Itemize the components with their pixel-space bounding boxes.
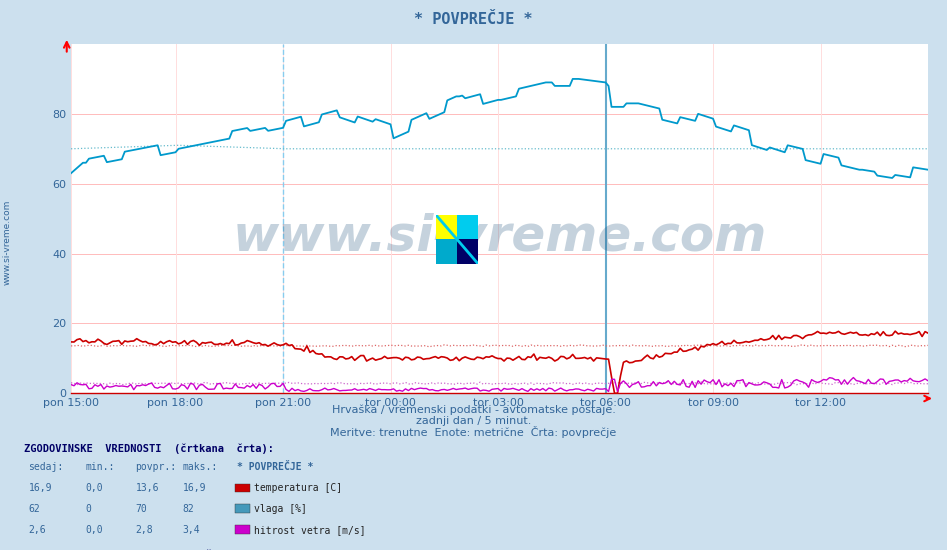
Text: 13,6: 13,6 xyxy=(135,483,159,493)
Text: hitrost vetra [m/s]: hitrost vetra [m/s] xyxy=(254,525,366,535)
Bar xyxy=(457,214,478,239)
Text: 16,9: 16,9 xyxy=(28,483,52,493)
Text: * POVPREČJE *: * POVPREČJE * xyxy=(414,12,533,27)
Text: maks.:: maks.: xyxy=(183,462,218,472)
Text: 16,9: 16,9 xyxy=(183,483,206,493)
Text: www.si-vreme.com: www.si-vreme.com xyxy=(3,199,12,285)
Text: 62: 62 xyxy=(28,504,40,514)
Text: 3,4: 3,4 xyxy=(183,525,201,535)
Bar xyxy=(457,239,478,264)
Text: vlaga [%]: vlaga [%] xyxy=(254,504,307,514)
Text: Meritve: trenutne  Enote: metrične  Črta: povprečje: Meritve: trenutne Enote: metrične Črta: … xyxy=(331,426,616,438)
Bar xyxy=(436,214,457,239)
Text: min.:: min.: xyxy=(85,462,115,472)
Bar xyxy=(436,239,457,264)
Text: 82: 82 xyxy=(183,504,194,514)
Text: ZGODOVINSKE  VREDNOSTI  (črtkana  črta):: ZGODOVINSKE VREDNOSTI (črtkana črta): xyxy=(24,443,274,454)
Text: 0,0: 0,0 xyxy=(85,483,103,493)
Text: 2,8: 2,8 xyxy=(135,525,153,535)
Text: zadnji dan / 5 minut.: zadnji dan / 5 minut. xyxy=(416,416,531,426)
Text: 70: 70 xyxy=(135,504,147,514)
Text: povpr.:: povpr.: xyxy=(135,462,176,472)
Text: 0: 0 xyxy=(85,504,91,514)
Text: 2,6: 2,6 xyxy=(28,525,46,535)
Text: * POVPREČJE *: * POVPREČJE * xyxy=(237,462,313,472)
Text: www.si-vreme.com: www.si-vreme.com xyxy=(232,212,767,260)
Text: temperatura [C]: temperatura [C] xyxy=(254,483,342,493)
Text: 0,0: 0,0 xyxy=(85,525,103,535)
Text: Hrvaška / vremenski podatki - avtomatske postaje.: Hrvaška / vremenski podatki - avtomatske… xyxy=(331,404,616,415)
Text: sedaj:: sedaj: xyxy=(28,462,63,472)
